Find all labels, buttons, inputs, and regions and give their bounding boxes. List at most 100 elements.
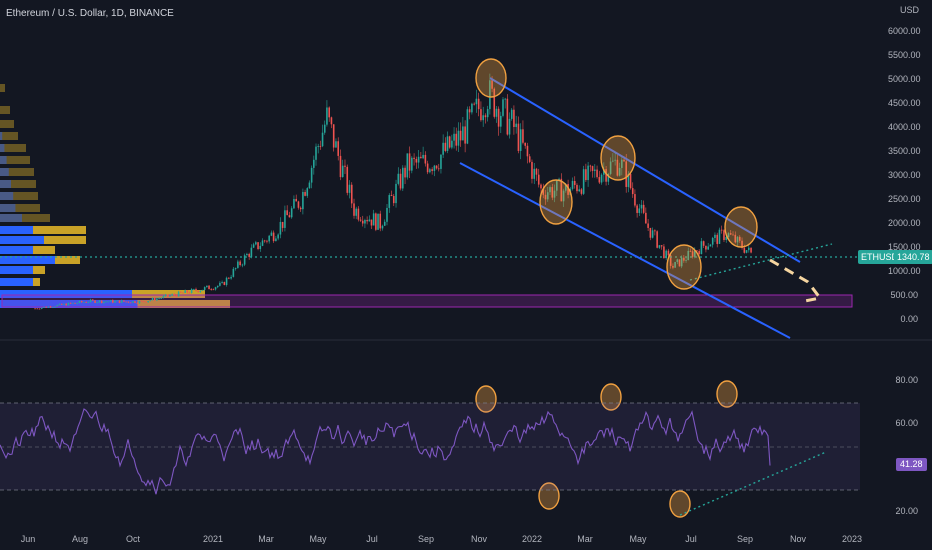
candle <box>562 190 565 202</box>
candle <box>286 210 288 216</box>
candle <box>85 301 87 303</box>
candle <box>533 168 536 179</box>
candle <box>484 115 487 118</box>
time-tick: Jul <box>685 534 697 544</box>
candle <box>638 208 641 213</box>
volume-profile-bar-blue <box>0 192 14 200</box>
candle <box>720 229 723 231</box>
time-tick: 2022 <box>521 534 543 544</box>
candle <box>531 161 533 179</box>
candle <box>504 98 506 100</box>
candle <box>372 213 375 226</box>
candle <box>627 173 630 187</box>
candle <box>560 178 563 202</box>
candle <box>275 238 277 242</box>
candle <box>87 301 90 303</box>
candle <box>293 198 295 209</box>
candle <box>493 88 496 117</box>
candle <box>464 126 466 144</box>
candle <box>317 146 319 147</box>
candle <box>386 207 388 222</box>
candle <box>346 166 349 193</box>
candle <box>92 299 94 301</box>
candle <box>344 165 346 167</box>
candle <box>149 300 152 302</box>
candle <box>702 241 705 246</box>
volume-profile-bar <box>0 144 26 152</box>
candle <box>40 307 43 309</box>
candle <box>612 160 614 162</box>
price-tick: 1500.00 <box>888 242 921 252</box>
candle <box>647 223 649 228</box>
candle <box>370 219 373 226</box>
volume-profile-bar <box>0 180 36 188</box>
candle <box>567 183 569 195</box>
candle <box>578 189 581 192</box>
candle <box>455 133 458 146</box>
candle <box>631 188 634 195</box>
candle <box>448 136 451 148</box>
candle <box>667 250 670 256</box>
volume-profile-bar-blue <box>0 236 44 244</box>
candle <box>353 203 355 216</box>
candle <box>63 303 65 305</box>
candle <box>524 142 526 146</box>
candle <box>517 123 520 151</box>
candle <box>573 180 576 185</box>
candle <box>738 236 741 241</box>
candle <box>132 301 134 303</box>
candle <box>571 180 574 189</box>
candle <box>175 295 178 297</box>
candle <box>381 225 384 229</box>
candle <box>297 201 300 208</box>
time-tick: May <box>309 534 327 544</box>
candle <box>618 167 621 176</box>
candle <box>437 168 440 170</box>
currency-label: USD <box>900 5 920 15</box>
candle <box>357 208 360 220</box>
candle <box>277 234 279 239</box>
candle <box>651 230 654 238</box>
candle <box>151 297 154 301</box>
price-tick: 3500.00 <box>888 146 921 156</box>
candle <box>510 109 513 119</box>
candle <box>698 251 700 255</box>
candle <box>201 289 204 291</box>
candle <box>323 124 326 133</box>
candle <box>616 159 619 176</box>
candle <box>310 167 313 183</box>
candle <box>508 118 511 135</box>
candle <box>486 109 489 118</box>
price-candles <box>34 73 752 310</box>
candle <box>116 300 119 302</box>
volume-profile-bar-blue <box>0 204 16 212</box>
volume-profile-bar <box>0 106 10 114</box>
candle <box>272 232 275 242</box>
candle <box>482 115 484 121</box>
candle <box>440 154 442 169</box>
candle <box>74 302 76 304</box>
candle <box>339 155 342 178</box>
candle <box>78 300 81 303</box>
candle <box>745 250 748 253</box>
last-price-tag: 1340.78 <box>894 250 932 264</box>
candle <box>221 282 223 283</box>
candle <box>306 188 309 196</box>
candle <box>689 250 692 252</box>
candle <box>696 250 698 252</box>
candle <box>65 303 67 306</box>
time-tick: Sep <box>417 534 435 544</box>
candle <box>281 221 284 228</box>
candle <box>535 168 538 175</box>
candle <box>350 184 353 204</box>
candle <box>526 145 529 157</box>
candle <box>177 291 180 297</box>
price-tick: 1000.00 <box>888 266 921 276</box>
candle <box>660 245 663 247</box>
time-tick: Mar <box>577 534 593 544</box>
candle <box>522 129 524 143</box>
candle <box>36 308 39 310</box>
candle <box>290 208 293 218</box>
time-tick: Oct <box>125 534 141 544</box>
